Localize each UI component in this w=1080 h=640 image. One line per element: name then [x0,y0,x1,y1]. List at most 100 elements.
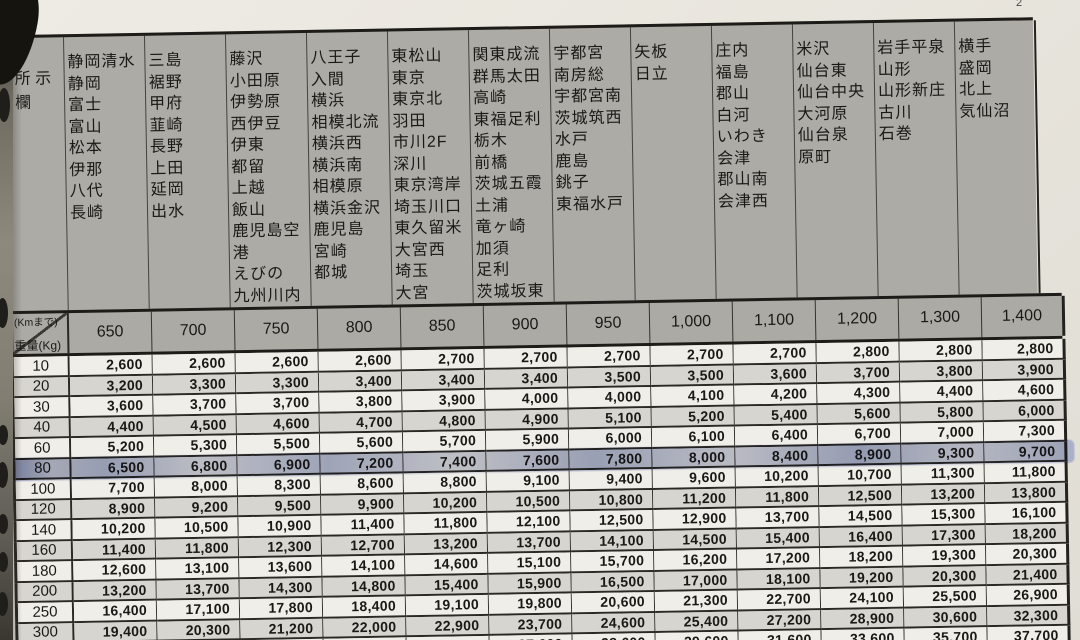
price-cell: 13,700 [487,531,572,554]
price-cell: 4,300 [817,382,901,405]
price-cell: 6,900 [237,454,321,477]
price-cell: 21,300 [654,590,739,613]
weight-cell: 200 [17,581,74,604]
binding-mark [0,298,8,328]
price-cell: 19,200 [820,567,904,590]
paper-sheet: 所 示欄 静岡清水 静岡 富士 富山 松本 伊那 八代 長崎 三島 裾野 甲府 韮… [4,0,1075,640]
weight-cell: 300 [18,622,75,640]
price-cell: 7,600 [486,449,570,472]
price-cell: 19,800 [488,593,573,616]
distance-header-800: 800 [317,307,402,349]
price-cell: 9,600 [652,467,736,490]
price-cell: 7,400 [403,451,487,474]
price-cell: 4,600 [983,379,1067,402]
price-cell: 16,400 [819,526,904,549]
price-cell: 8,800 [403,471,488,494]
region-column-2: 三島 裾野 甲府 韮崎 長野 上田 延岡 出水 [144,34,231,309]
price-cell: 12,300 [238,536,323,559]
binding-mark [0,514,8,534]
price-cell: 13,600 [239,556,323,579]
price-cell: 5,200 [70,436,155,459]
price-cell: 13,100 [156,558,240,581]
price-cell: 13,800 [984,482,1069,505]
price-cell: 11,800 [984,461,1068,484]
weight-cell: 20 [13,376,71,399]
price-cell: 19,300 [903,545,987,568]
price-cell: 14,500 [819,505,903,528]
price-cell: 27,200 [738,609,822,632]
price-cell: 3,400 [484,367,569,390]
price-cell: 3,300 [235,372,320,395]
price-cell: 4,400 [900,381,984,404]
price-cell: 2,700 [567,346,651,368]
price-cell: 9,500 [238,495,322,518]
binding-mark [0,592,8,616]
price-cell: 7,000 [900,422,985,445]
price-cell: 2,700 [484,347,568,370]
price-cell: 16,200 [654,549,738,572]
region-column-3: 藤沢 小田原 伊勢原 西伊豆 伊東 都留 上越 飯山 鹿児島空港 えびの 九州川… [225,32,312,308]
price-cell: 13,700 [736,507,820,530]
price-cell: 4,000 [568,386,652,409]
price-cell: 5,200 [651,406,735,428]
weight-cell: 160 [16,540,74,563]
price-cell: 8,900 [818,444,902,467]
price-cell: 2,600 [318,350,402,373]
region-column-10: 米沢 仙台東 仙台中央 大河原 仙台泉 原町 [792,23,879,298]
distance-header-1200: 1,200 [815,298,900,341]
price-cell: 11,800 [404,512,488,535]
price-cell: 6,400 [734,425,819,448]
price-cell: 5,300 [153,435,238,458]
price-cell: 4,000 [485,388,569,411]
price-cell: 15,400 [736,527,821,550]
price-cell: 3,400 [318,370,403,393]
price-cell: 10,700 [818,464,902,487]
price-cell: 7,800 [569,448,653,471]
price-cell: 28,900 [821,608,905,631]
price-cell: 7,300 [983,420,1068,443]
price-cell: 20,600 [571,591,656,614]
price-cell: 13,200 [901,483,986,506]
price-cell: 15,300 [902,504,986,527]
price-cell: 4,800 [402,410,486,433]
price-cell: 3,300 [152,373,237,396]
price-cell: 3,400 [401,369,486,392]
price-cell: 3,500 [650,365,735,387]
price-cell: 6,100 [651,426,736,449]
price-cell: 11,300 [901,463,985,486]
price-cell: 5,800 [900,401,984,424]
distance-header-950: 950 [566,303,651,345]
price-cell: 5,600 [319,432,404,455]
price-cell: 3,800 [319,391,403,414]
price-cell: 23,700 [489,613,573,636]
distance-header-1400: 1,400 [981,295,1066,338]
price-cell: 12,500 [818,485,903,508]
price-cell: 9,200 [155,496,239,519]
corner-cell: (Kmまで) 重量(Kg) [12,313,70,355]
weight-cell: 120 [16,499,73,522]
price-cell: 4,400 [70,416,154,439]
price-cell: 11,200 [652,488,737,510]
price-cell: 6,500 [71,457,155,480]
price-cell: 18,200 [985,523,1069,546]
price-cell: 13,200 [404,533,489,556]
price-cell: 8,300 [237,474,322,497]
price-cell: 17,300 [902,524,986,547]
price-cell: 28,600 [572,632,656,640]
price-cell: 16,500 [571,571,655,594]
price-cell: 5,500 [236,433,321,456]
binding-mark [0,88,10,122]
region-column-9: 庄内 福島 郡山 白河 いわき 会津 郡山南 会津西 [711,24,798,299]
region-column-1: 静岡清水 静岡 富士 富山 松本 伊那 八代 長崎 [63,35,150,311]
distance-header-650: 650 [68,311,153,354]
page-mark: 2 [1016,0,1023,9]
price-cell: 3,800 [899,360,984,383]
price-cell: 2,600 [235,351,319,374]
price-cell: 5,100 [568,407,652,430]
price-cell: 19,100 [405,594,490,617]
price-cell: 18,100 [737,568,821,591]
region-column-11: 岩手平泉 山形 山形新庄 古川 石巻 [873,21,960,297]
price-cell: 12,500 [570,509,654,532]
price-cell: 11,800 [735,486,820,509]
distance-header-750: 750 [234,308,319,351]
